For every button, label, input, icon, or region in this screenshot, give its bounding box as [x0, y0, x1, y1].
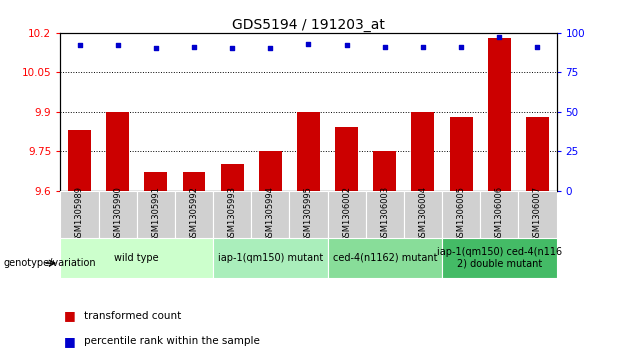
Point: [113, 42, 123, 48]
Bar: [183, 172, 205, 191]
Bar: [213, 191, 251, 238]
Bar: [404, 191, 442, 238]
Bar: [450, 117, 473, 191]
Text: GSM1306004: GSM1306004: [418, 186, 427, 242]
Bar: [68, 130, 91, 191]
Bar: [442, 238, 556, 278]
Bar: [526, 117, 549, 191]
Text: iap-1(qm150) ced-4(n116
2) double mutant: iap-1(qm150) ced-4(n116 2) double mutant: [437, 247, 562, 269]
Text: wild type: wild type: [114, 253, 159, 263]
Point: [303, 41, 314, 46]
Bar: [328, 238, 442, 278]
Point: [189, 44, 199, 50]
Bar: [99, 191, 137, 238]
Text: GSM1305993: GSM1305993: [228, 186, 237, 242]
Point: [456, 44, 466, 50]
Text: percentile rank within the sample: percentile rank within the sample: [84, 336, 260, 346]
Text: GSM1305994: GSM1305994: [266, 186, 275, 242]
Text: ced-4(n1162) mutant: ced-4(n1162) mutant: [333, 253, 437, 263]
Text: GSM1305989: GSM1305989: [75, 186, 84, 242]
Text: ■: ■: [64, 309, 75, 322]
Bar: [60, 191, 99, 238]
Text: GSM1306002: GSM1306002: [342, 186, 351, 242]
Bar: [480, 191, 518, 238]
Bar: [373, 151, 396, 191]
Bar: [60, 238, 213, 278]
Text: transformed count: transformed count: [84, 311, 181, 321]
Point: [342, 42, 352, 48]
Bar: [137, 191, 175, 238]
Bar: [335, 127, 358, 191]
Bar: [411, 111, 434, 191]
Bar: [106, 111, 129, 191]
Bar: [289, 191, 328, 238]
Text: GSM1306007: GSM1306007: [533, 186, 542, 242]
Text: GSM1305995: GSM1305995: [304, 186, 313, 242]
Bar: [221, 164, 244, 191]
Text: genotype/variation: genotype/variation: [3, 258, 96, 268]
Text: GSM1306006: GSM1306006: [495, 186, 504, 242]
Text: GSM1306005: GSM1306005: [457, 186, 466, 242]
Bar: [442, 191, 480, 238]
Point: [265, 45, 275, 51]
Bar: [213, 238, 328, 278]
Bar: [297, 111, 320, 191]
Point: [151, 45, 161, 51]
Text: ■: ■: [64, 335, 75, 348]
Point: [494, 34, 504, 40]
Bar: [488, 38, 511, 191]
Text: GSM1305992: GSM1305992: [190, 186, 198, 242]
Text: GSM1305990: GSM1305990: [113, 186, 122, 242]
Text: GSM1305991: GSM1305991: [151, 186, 160, 242]
Bar: [366, 191, 404, 238]
Point: [74, 42, 85, 48]
Text: GSM1306003: GSM1306003: [380, 186, 389, 242]
Bar: [328, 191, 366, 238]
Point: [227, 45, 237, 51]
Bar: [518, 191, 556, 238]
Title: GDS5194 / 191203_at: GDS5194 / 191203_at: [232, 18, 385, 32]
Bar: [259, 151, 282, 191]
Point: [532, 44, 543, 50]
Text: iap-1(qm150) mutant: iap-1(qm150) mutant: [218, 253, 323, 263]
Point: [418, 44, 428, 50]
Point: [380, 44, 390, 50]
Bar: [251, 191, 289, 238]
Bar: [144, 172, 167, 191]
Bar: [175, 191, 213, 238]
